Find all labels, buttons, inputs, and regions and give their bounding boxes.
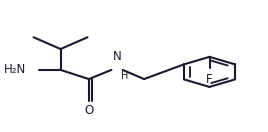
- Text: H: H: [121, 71, 128, 81]
- Text: H₂N: H₂N: [4, 63, 26, 76]
- Text: F: F: [206, 72, 213, 86]
- Text: O: O: [84, 104, 94, 117]
- Text: N: N: [113, 50, 121, 63]
